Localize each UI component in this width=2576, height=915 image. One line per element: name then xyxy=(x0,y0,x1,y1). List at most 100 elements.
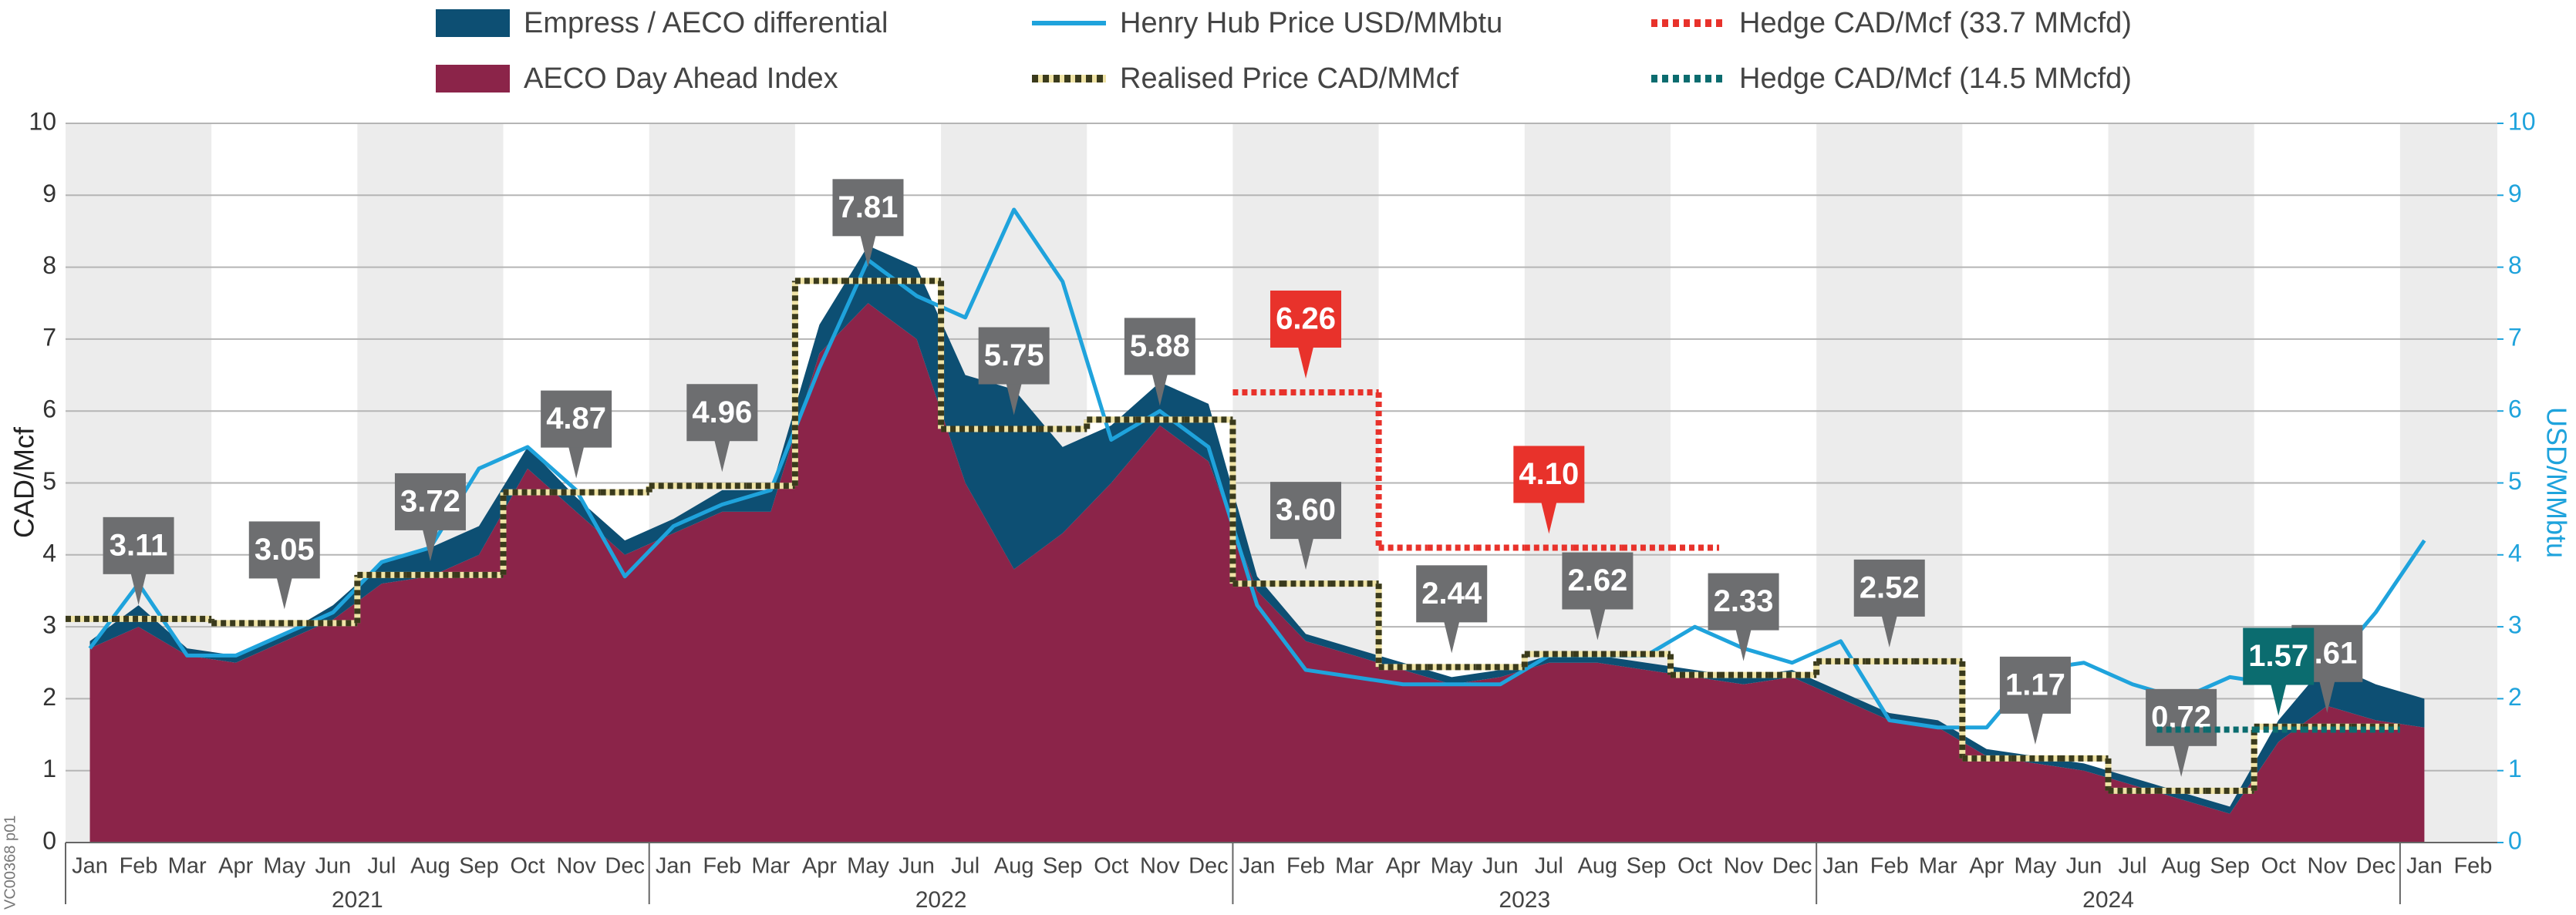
y-tick-label: 3 xyxy=(42,611,56,639)
callout-label: 3.72 xyxy=(400,484,460,518)
callout-label: 3.60 xyxy=(1276,493,1336,527)
legend-label: Hedge CAD/Mcf (14.5 MMcfd) xyxy=(1739,62,2132,95)
legend-label: Hedge CAD/Mcf (33.7 MMcfd) xyxy=(1739,7,2132,39)
x-tick-label: Aug xyxy=(1578,854,1618,879)
x-tick-label: Apr xyxy=(1386,854,1421,879)
x-tick-label: Jul xyxy=(2119,854,2147,879)
x-tick-label: Jun xyxy=(2066,854,2102,879)
callout-label: 3.05 xyxy=(255,533,315,567)
y2-tick-label: 7 xyxy=(2508,323,2522,351)
x-tick-label: Feb xyxy=(2453,854,2492,879)
callout-label: 2.33 xyxy=(1714,584,1774,618)
callout-box xyxy=(1124,318,1195,375)
callout-pointer xyxy=(1298,346,1314,378)
legend-swatch xyxy=(436,9,510,37)
callout-box xyxy=(394,473,466,530)
callout-box xyxy=(1270,482,1342,540)
y2-tick-label: 5 xyxy=(2508,467,2522,495)
y-tick-label: 6 xyxy=(42,395,56,423)
callout-label: 5.88 xyxy=(1130,329,1190,363)
x-tick-label: Jul xyxy=(1535,854,1563,879)
area xyxy=(89,303,2425,843)
callout-box xyxy=(2146,688,2217,746)
x-tick-label: Apr xyxy=(1969,854,2004,879)
x-tick-label: Jul xyxy=(951,854,979,879)
callout-pointer xyxy=(1006,383,1022,415)
x-tick-label: Sep xyxy=(1627,854,1667,879)
x-tick-label: Nov xyxy=(556,854,596,879)
y-axis-title: CAD/Mcf xyxy=(8,426,40,538)
callout-box xyxy=(1513,446,1585,503)
y2-tick-label: 6 xyxy=(2508,395,2522,423)
callout-box xyxy=(832,179,904,237)
callout-pointer xyxy=(2027,712,2043,745)
callout-box xyxy=(1270,290,1342,348)
y2-tick-label: 2 xyxy=(2508,683,2522,711)
callout-pointer xyxy=(1151,374,1168,406)
x-tick-label: Jul xyxy=(367,854,396,879)
callout-pointer xyxy=(2173,745,2190,777)
y2-tick-label: 1 xyxy=(2508,755,2522,782)
credit: VC00368 p01 xyxy=(2,816,19,910)
y-tick-label: 2 xyxy=(42,683,56,711)
x-tick-label: Jan xyxy=(1239,854,1276,879)
callout-label: 2.62 xyxy=(1567,563,1627,597)
legend-label: AECO Day Ahead Index xyxy=(524,62,838,95)
callout-pointer xyxy=(860,235,876,267)
y-tick-label: 9 xyxy=(42,180,56,207)
x-tick-label: Jan xyxy=(656,854,692,879)
x-tick-label: Feb xyxy=(1286,854,1325,879)
x-tick-label: Jun xyxy=(315,854,351,879)
x-tick-label: May xyxy=(847,854,889,879)
x-tick-label: Oct xyxy=(1677,854,1712,879)
callout-pointer xyxy=(1881,615,1897,648)
callout-box xyxy=(1999,656,2071,714)
y-tick-label: 1 xyxy=(42,755,56,782)
y2-tick-label: 4 xyxy=(2508,539,2522,567)
callout-label: 1.17 xyxy=(2005,668,2065,701)
x-tick-label: Jan xyxy=(2406,854,2443,879)
year-label: 2024 xyxy=(2082,887,2134,913)
callout-label: 4.96 xyxy=(692,395,752,429)
x-tick-label: Mar xyxy=(168,854,207,879)
callout-label: 2.52 xyxy=(1860,570,1920,604)
callout-label: 6.26 xyxy=(1276,302,1336,336)
x-tick-label: Sep xyxy=(1043,854,1083,879)
x-tick-label: Aug xyxy=(2161,854,2201,879)
x-tick-label: Nov xyxy=(2308,854,2348,879)
callout-label: 2.44 xyxy=(1421,577,1482,611)
legend-label: Henry Hub Price USD/MMbtu xyxy=(1120,7,1502,39)
year-label: 2021 xyxy=(332,887,383,913)
y2-axis-title: USD/MMbtu xyxy=(2541,407,2572,558)
y-tick-label: 0 xyxy=(42,826,56,854)
callout-label: 1.57 xyxy=(2248,639,2308,673)
x-tick-label: Apr xyxy=(218,854,253,879)
y-tick-label: 4 xyxy=(42,539,56,567)
x-tick-label: Dec xyxy=(1772,854,1812,879)
callout-pointer xyxy=(568,446,585,479)
x-tick-label: Aug xyxy=(410,854,450,879)
x-tick-label: Jun xyxy=(1482,854,1519,879)
x-tick-label: May xyxy=(2015,854,2057,879)
x-tick-label: Feb xyxy=(703,854,741,879)
y2-tick-label: 9 xyxy=(2508,180,2522,207)
callout-pointer xyxy=(1590,608,1606,641)
legend-label: Empress / AECO differential xyxy=(524,7,888,39)
callout-pointer xyxy=(1735,629,1752,661)
callout-pointer xyxy=(1541,502,1557,534)
callout-box xyxy=(2243,627,2315,685)
x-tick-label: Nov xyxy=(1724,854,1764,879)
x-tick-label: Oct xyxy=(2261,854,2296,879)
callout-label: 5.75 xyxy=(984,338,1044,372)
callout-label: 4.87 xyxy=(546,402,606,436)
x-tick-label: Dec xyxy=(2356,854,2396,879)
callout-pointer xyxy=(1444,621,1460,654)
callout-pointer xyxy=(714,440,730,473)
x-tick-label: Mar xyxy=(1335,854,1374,879)
legend-label: Realised Price CAD/MMcf xyxy=(1120,62,1459,95)
x-tick-label: Sep xyxy=(459,854,499,879)
x-tick-label: Dec xyxy=(1189,854,1229,879)
callout-box xyxy=(1853,559,1925,617)
x-tick-label: Aug xyxy=(994,854,1034,879)
